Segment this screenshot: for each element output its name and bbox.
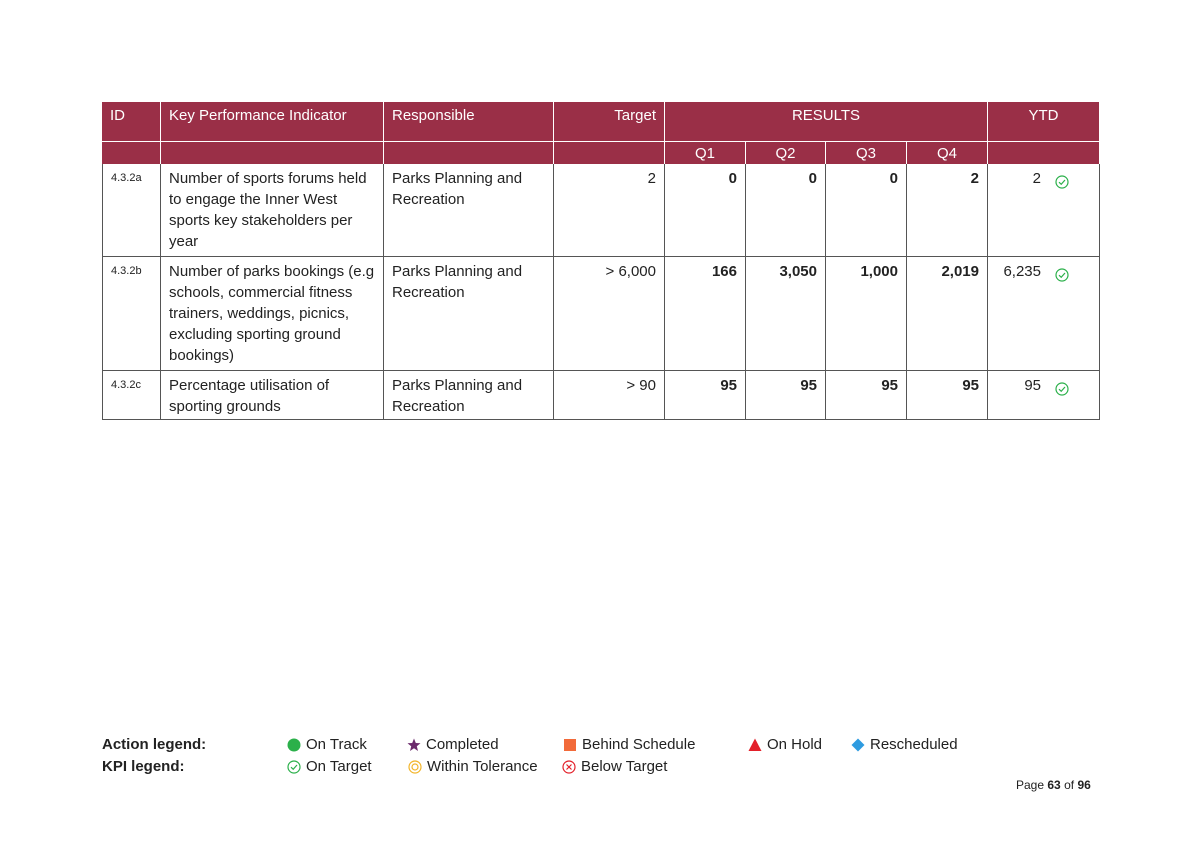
legend-item: Rescheduled xyxy=(851,736,958,753)
result-cell: 95 xyxy=(746,371,826,420)
label: Rescheduled xyxy=(870,736,958,753)
legend-item: Within Tolerance xyxy=(408,758,538,775)
result-cell: 0 xyxy=(665,164,746,257)
ytd-cell: 6,235 xyxy=(988,257,1100,371)
header-cell xyxy=(988,141,1100,164)
header-cell xyxy=(161,141,384,164)
result-cell: 95 xyxy=(665,371,746,420)
header-cell: Q3 xyxy=(826,141,907,164)
ytd-value: 6,235 xyxy=(1003,263,1041,280)
legend-item: Below Target xyxy=(562,758,667,775)
text: 63 xyxy=(1047,778,1061,792)
result-cell: 95 xyxy=(826,371,907,420)
page-number: Page 63 of 96 xyxy=(1016,778,1091,792)
icon xyxy=(851,738,865,751)
label: Completed xyxy=(426,736,499,753)
id-cell: 4.3.2a xyxy=(102,164,161,257)
kpi-cell: Percentage utilisation of sporting groun… xyxy=(161,371,384,420)
text: 96 xyxy=(1077,778,1091,792)
result-cell: 95 xyxy=(907,371,988,420)
target-cell: 2 xyxy=(554,164,665,257)
status-icon xyxy=(1055,174,1069,195)
result-cell: 0 xyxy=(746,164,826,257)
text: of xyxy=(1064,778,1075,792)
header-cell: Q1 xyxy=(665,141,746,164)
legend-item: On Track xyxy=(287,736,367,753)
legend-item: On Target xyxy=(287,758,372,775)
responsible-cell: Parks Planning and Recreation xyxy=(384,257,554,371)
header-cell: RESULTS xyxy=(665,102,988,141)
legend-item: Completed xyxy=(407,736,499,753)
legend-title: Action legend: xyxy=(102,736,207,753)
kpi-cell: Number of sports forums held to engage t… xyxy=(161,164,384,257)
result-cell: 1,000 xyxy=(826,257,907,371)
legend-item: On Hold xyxy=(748,736,822,753)
label: Behind Schedule xyxy=(582,736,696,753)
status-icon xyxy=(1055,267,1069,288)
result-cell: 3,050 xyxy=(746,257,826,371)
legend-item: Behind Schedule xyxy=(563,736,695,753)
result-cell: 2,019 xyxy=(907,257,988,371)
icon xyxy=(564,738,576,751)
header-cell: Q2 xyxy=(746,141,826,164)
icon xyxy=(287,759,301,774)
ytd-cell: 95 xyxy=(988,371,1100,420)
icon xyxy=(562,759,576,774)
label: On Track xyxy=(306,736,367,753)
responsible-cell: Parks Planning and Recreation xyxy=(384,371,554,420)
header-cell xyxy=(554,141,665,164)
header-cell: YTD xyxy=(988,102,1100,141)
target-cell: > 90 xyxy=(554,371,665,420)
result-cell: 2 xyxy=(907,164,988,257)
status-icon xyxy=(1055,381,1069,402)
id-cell: 4.3.2c xyxy=(102,371,161,420)
header-cell xyxy=(102,141,161,164)
icon xyxy=(748,738,762,751)
icon xyxy=(408,759,422,774)
legend-title: KPI legend: xyxy=(102,758,185,775)
header-cell: Q4 xyxy=(907,141,988,164)
label: Within Tolerance xyxy=(427,758,538,775)
header-cell: Target xyxy=(554,102,665,141)
result-cell: 0 xyxy=(826,164,907,257)
responsible-cell: Parks Planning and Recreation xyxy=(384,164,554,257)
ytd-value: 2 xyxy=(1032,170,1041,187)
ytd-cell: 2 xyxy=(988,164,1100,257)
header-cell: Key Performance Indicator xyxy=(161,102,384,141)
text: Page xyxy=(1016,778,1045,792)
header-cell xyxy=(384,141,554,164)
ytd-value: 95 xyxy=(1024,377,1041,394)
header-cell: ID xyxy=(102,102,161,141)
header-cell: Responsible xyxy=(384,102,554,141)
icon xyxy=(287,738,301,751)
target-cell: > 6,000 xyxy=(554,257,665,371)
icon xyxy=(407,738,421,751)
kpi-cell: Number of parks bookings (e.g schools, c… xyxy=(161,257,384,371)
id-cell: 4.3.2b xyxy=(102,257,161,371)
label: On Hold xyxy=(767,736,823,753)
result-cell: 166 xyxy=(665,257,746,371)
label: On Target xyxy=(306,758,372,775)
label: Below Target xyxy=(581,758,668,775)
